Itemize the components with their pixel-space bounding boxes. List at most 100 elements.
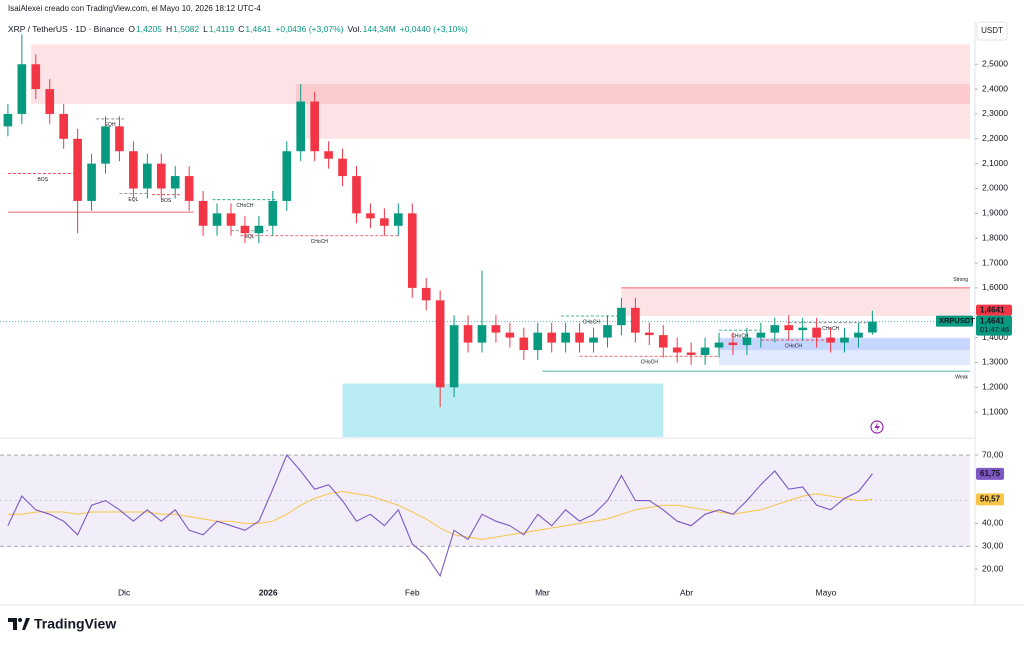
volume: 144,34M	[363, 24, 396, 34]
candle-body	[324, 151, 333, 159]
candle-body	[421, 287, 431, 301]
y-tick-label: 1,7000	[982, 257, 1008, 267]
x-tick-label: 2026	[259, 587, 278, 597]
candle-body	[756, 332, 766, 338]
y-tick-label: 2,4000	[982, 83, 1008, 93]
candle-body	[533, 332, 543, 351]
x-tick-label: Mayo	[816, 587, 837, 597]
candle-body	[575, 332, 584, 343]
candle-body	[742, 337, 752, 346]
candle-body	[728, 342, 738, 346]
candle-body	[672, 347, 682, 353]
ohlc-key: O	[128, 24, 135, 34]
y-tick-label: 1,4000	[982, 332, 1008, 342]
countdown: 01:47:46	[980, 325, 1009, 334]
candle-body	[212, 213, 222, 226]
zone	[296, 84, 970, 139]
ohlc-value: 1,5082	[173, 24, 199, 34]
candle-body	[366, 213, 375, 219]
candle-body	[449, 325, 459, 388]
candle-body	[380, 218, 389, 226]
legend: XRP / TetherUS · 1D · Binance O1,4205 H1,5…	[8, 24, 468, 34]
candle-body	[519, 337, 529, 351]
zone	[31, 44, 971, 105]
candle-body	[338, 158, 347, 177]
x-tick-label: Abr	[680, 587, 693, 597]
y-tick-label: 1,6000	[982, 282, 1008, 292]
rsi-y-tick-label: 40,00	[982, 518, 1004, 528]
x-tick-label: Feb	[405, 587, 420, 597]
candle-body	[226, 213, 236, 226]
rsi-value-tag-label: 50,57	[980, 494, 1001, 503]
ohlc-key: H	[166, 24, 172, 34]
currency[interactable]: USDT	[981, 26, 1003, 35]
candle-body	[812, 327, 821, 338]
ohlc-key: L	[203, 24, 208, 34]
candle-body	[561, 332, 570, 343]
candle-body	[798, 327, 808, 331]
zone	[342, 383, 664, 437]
candle-body	[129, 151, 138, 189]
candle-body	[770, 325, 780, 333]
credit: IsaiAlexei creado con TradingView.com, e…	[8, 4, 261, 13]
candle-body	[477, 325, 487, 343]
candle-body	[156, 163, 166, 189]
candle-body	[617, 307, 626, 326]
y-tick-label: 2,3000	[982, 108, 1008, 118]
symbol-tag	[936, 315, 973, 327]
y-tick-label: 2,5000	[982, 58, 1008, 68]
candle-body	[31, 64, 41, 90]
rsi-y-tick-label: 30,00	[982, 540, 1004, 550]
candle-body	[589, 337, 598, 343]
candle-body	[115, 126, 124, 152]
candle-body	[45, 89, 55, 114]
structure-label: CHoCH	[731, 333, 749, 339]
alert-bolt	[874, 422, 880, 432]
structure-label: CHoCH	[785, 343, 803, 349]
change: +0,0436 (+3,07%)	[275, 24, 343, 34]
alert-icon[interactable]	[870, 420, 884, 434]
symbol-tag-label: XRPUSDT	[939, 316, 975, 325]
structure-label: CHoCH	[583, 319, 601, 325]
y-tick-label: 2,1000	[982, 158, 1008, 168]
x-tick-label: Mar	[535, 587, 550, 597]
candle-body	[603, 325, 612, 338]
rsi-value-tag	[976, 493, 1004, 506]
structure-label: EQH	[105, 122, 116, 128]
candle-body	[352, 176, 361, 214]
y-tick-label: 1,2000	[982, 382, 1008, 392]
candle-body	[296, 101, 306, 152]
last-price-tag	[976, 304, 1012, 316]
structure-label: BOS	[37, 177, 48, 183]
candle-body	[184, 176, 194, 201]
y-tick-label: 2,0000	[982, 183, 1008, 193]
currency-button[interactable]	[976, 21, 1008, 41]
symbol: XRP / TetherUS · 1D · Binance	[8, 24, 125, 34]
candle-body	[17, 64, 27, 114]
structure-label: Strong	[953, 277, 968, 283]
candle-body	[87, 163, 96, 201]
rsi-value-tag-label: 61,75	[980, 469, 1001, 478]
y-tick-label: 2,2000	[982, 133, 1008, 143]
rsi-ma-line	[7, 490, 873, 540]
candle-body	[393, 213, 403, 226]
candle-body	[198, 200, 208, 226]
structure-label: EQL	[128, 197, 138, 203]
structure-label: EQL	[245, 234, 255, 240]
candle-body	[240, 225, 250, 234]
ohlc-key: C	[238, 24, 244, 34]
y-tick-label: 1,8000	[982, 232, 1008, 242]
structure-label: Weak	[955, 374, 968, 380]
candle-body	[254, 225, 264, 234]
ohlc-value: 1,4205	[136, 24, 162, 34]
volume-key: Vol.	[347, 24, 361, 34]
rsi-line	[7, 453, 873, 578]
x-tick-label: Dic	[118, 587, 131, 597]
brand-logo	[8, 618, 30, 630]
candle-body	[868, 321, 877, 333]
y-tick-label: 1,3000	[982, 357, 1008, 367]
candle-body	[854, 332, 863, 338]
candle-body	[631, 307, 640, 333]
candle-body	[840, 337, 849, 343]
